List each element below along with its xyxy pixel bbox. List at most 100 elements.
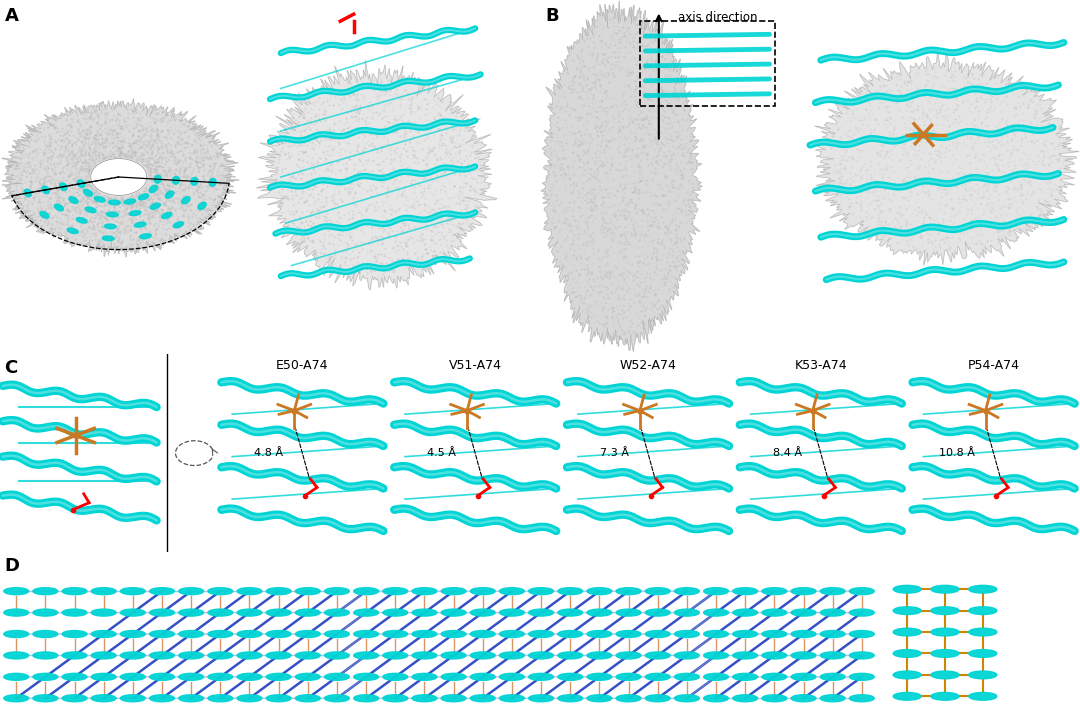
Ellipse shape [296,695,321,702]
Ellipse shape [471,609,496,616]
Ellipse shape [850,652,875,659]
Ellipse shape [969,692,997,700]
Ellipse shape [83,189,93,196]
Ellipse shape [325,609,350,616]
Ellipse shape [792,673,816,680]
Text: B: B [545,7,559,25]
Ellipse shape [179,695,203,702]
Ellipse shape [266,588,292,595]
Ellipse shape [383,588,408,595]
Ellipse shape [646,652,670,659]
Ellipse shape [471,652,496,659]
Ellipse shape [383,673,408,680]
Ellipse shape [471,588,496,595]
Ellipse shape [77,217,87,223]
Ellipse shape [558,631,583,637]
Ellipse shape [139,234,151,239]
Ellipse shape [138,194,149,200]
Ellipse shape [704,609,729,616]
Ellipse shape [558,609,583,616]
Ellipse shape [3,652,29,659]
Ellipse shape [42,186,50,194]
Text: A: A [5,7,19,25]
Text: W52-A74: W52-A74 [620,359,676,372]
Ellipse shape [893,671,921,679]
Ellipse shape [33,652,58,659]
Ellipse shape [588,695,612,702]
Ellipse shape [33,609,58,616]
Ellipse shape [383,695,408,702]
Ellipse shape [442,652,467,659]
Ellipse shape [704,673,729,680]
Polygon shape [814,52,1079,266]
Ellipse shape [325,652,350,659]
Ellipse shape [78,180,84,188]
Ellipse shape [173,176,179,184]
Ellipse shape [821,695,846,702]
Ellipse shape [499,652,525,659]
Ellipse shape [704,695,729,702]
Ellipse shape [529,695,554,702]
Ellipse shape [792,695,816,702]
Ellipse shape [969,650,997,657]
Ellipse shape [646,673,670,680]
Ellipse shape [91,673,117,680]
Ellipse shape [91,609,117,616]
Ellipse shape [149,673,175,680]
Ellipse shape [108,200,120,205]
Ellipse shape [499,609,525,616]
Ellipse shape [931,650,959,657]
Ellipse shape [238,673,262,680]
Ellipse shape [59,183,67,190]
Ellipse shape [646,609,670,616]
Ellipse shape [413,673,437,680]
Text: E50-A74: E50-A74 [276,359,328,372]
Ellipse shape [413,609,437,616]
Ellipse shape [149,631,175,637]
Ellipse shape [413,695,437,702]
Ellipse shape [850,609,875,616]
Ellipse shape [821,673,846,680]
Ellipse shape [33,631,58,637]
Ellipse shape [3,609,29,616]
Ellipse shape [354,609,379,616]
Ellipse shape [733,652,758,659]
Ellipse shape [762,673,787,680]
Ellipse shape [296,588,321,595]
Ellipse shape [149,695,175,702]
Ellipse shape [499,673,525,680]
Ellipse shape [67,228,78,234]
Ellipse shape [198,202,206,210]
Ellipse shape [792,652,816,659]
Ellipse shape [3,695,29,702]
Ellipse shape [821,652,846,659]
Ellipse shape [850,673,875,680]
Ellipse shape [792,609,816,616]
Ellipse shape [354,631,379,637]
Ellipse shape [173,222,184,228]
Ellipse shape [33,588,58,595]
Ellipse shape [931,586,959,593]
Ellipse shape [24,189,31,197]
Ellipse shape [162,212,172,219]
Text: D: D [4,557,19,575]
Ellipse shape [442,673,467,680]
Ellipse shape [762,652,787,659]
Ellipse shape [105,224,117,229]
Ellipse shape [675,695,700,702]
Ellipse shape [91,588,117,595]
Ellipse shape [94,197,105,202]
Ellipse shape [296,609,321,616]
Ellipse shape [154,176,161,183]
Ellipse shape [121,588,145,595]
Ellipse shape [107,212,119,217]
Ellipse shape [91,631,117,637]
Ellipse shape [63,695,87,702]
Ellipse shape [675,631,700,637]
Bar [639,21,775,106]
Ellipse shape [179,609,203,616]
Ellipse shape [969,607,997,615]
Ellipse shape [33,673,58,680]
Ellipse shape [238,609,262,616]
Ellipse shape [181,197,190,204]
